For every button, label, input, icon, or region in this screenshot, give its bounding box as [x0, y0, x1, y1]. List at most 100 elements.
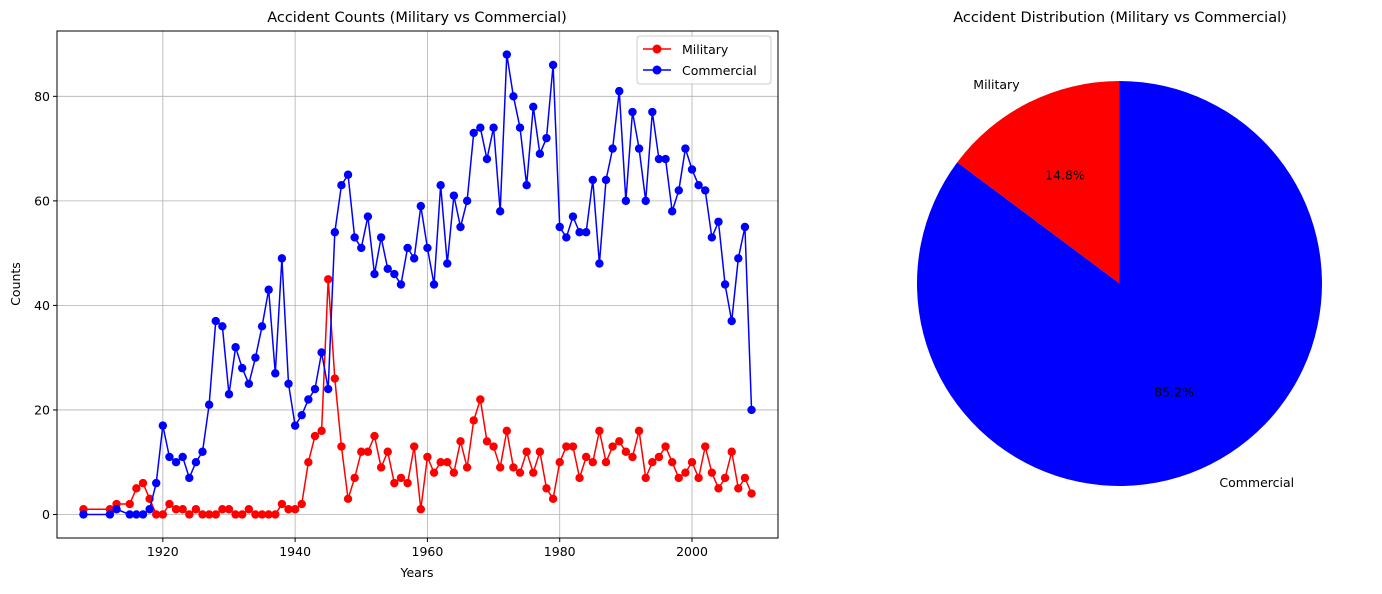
data-point-commercial: [568, 212, 578, 221]
data-point-military: [734, 484, 743, 493]
x-tick-label: 1960: [412, 544, 444, 559]
data-point-military: [747, 489, 756, 498]
data-point-military: [264, 510, 273, 519]
data-point-military: [218, 505, 227, 514]
data-point-commercial: [79, 510, 88, 519]
pie-pct-label-military: 14.8%: [1045, 167, 1085, 182]
data-point-military: [476, 395, 485, 404]
data-point-commercial: [456, 222, 465, 232]
data-point-military: [396, 473, 406, 483]
data-point-military: [370, 431, 379, 441]
data-point-commercial: [185, 473, 194, 483]
data-point-military: [555, 458, 564, 467]
data-point-commercial: [443, 259, 452, 268]
data-point-military: [595, 426, 604, 436]
data-point-commercial: [198, 447, 207, 456]
data-point-military: [575, 473, 584, 483]
data-point-military: [125, 499, 134, 509]
data-point-military: [138, 478, 148, 488]
x-tick-label: 1980: [544, 544, 576, 559]
data-point-military: [132, 484, 141, 493]
data-point-military: [211, 510, 220, 519]
legend-box: [636, 35, 772, 85]
data-point-commercial: [436, 180, 445, 190]
data-point-commercial: [747, 405, 756, 415]
data-point-commercial: [357, 243, 366, 253]
data-point-commercial: [515, 123, 525, 132]
data-point-military: [357, 447, 366, 456]
data-point-military: [522, 447, 531, 456]
data-point-military: [324, 275, 333, 284]
line-chart-series: [79, 50, 756, 519]
data-point-commercial: [310, 384, 320, 394]
series-commercial: [79, 50, 756, 519]
data-point-military: [667, 458, 677, 467]
data-point-commercial: [449, 191, 459, 200]
data-point-military: [231, 510, 240, 519]
pie-slices: [916, 81, 1322, 486]
data-point-commercial: [224, 390, 234, 399]
legend: Military Commercial: [636, 35, 772, 85]
data-point-military: [495, 463, 505, 472]
data-point-military: [383, 447, 392, 456]
data-point-military: [529, 468, 538, 477]
line-chart-frame: [56, 30, 779, 539]
data-point-commercial: [674, 186, 683, 195]
data-point-military: [330, 374, 340, 383]
data-point-military: [654, 452, 664, 462]
data-point-commercial: [555, 222, 564, 232]
data-point-military: [297, 499, 306, 509]
data-point-commercial: [337, 180, 346, 190]
data-point-commercial: [105, 510, 115, 519]
line-chart-title: Accident Counts (Military vs Commercial): [267, 10, 567, 26]
data-point-commercial: [740, 222, 750, 232]
data-point-military: [449, 468, 459, 477]
data-point-military: [714, 484, 723, 493]
data-point-military: [304, 458, 313, 467]
data-point-military: [204, 510, 214, 519]
data-point-military: [343, 494, 353, 503]
data-point-military: [317, 426, 326, 436]
data-point-military: [621, 447, 631, 456]
data-point-military: [403, 478, 412, 488]
data-point-commercial: [238, 363, 247, 373]
pie-slice-military: [957, 81, 1120, 284]
y-tick-label: 0: [42, 507, 50, 522]
data-point-military: [694, 473, 703, 483]
data-point-military: [436, 458, 445, 467]
x-axis-ticks: 1920 1940 1960 1980 2000: [147, 538, 708, 559]
data-point-commercial: [390, 269, 399, 279]
data-point-commercial: [396, 280, 406, 289]
data-point-commercial: [403, 243, 412, 253]
data-point-military: [581, 452, 591, 462]
data-point-military: [568, 442, 578, 451]
legend-marker-commercial: [652, 65, 662, 75]
data-point-military: [409, 442, 419, 451]
data-point-military: [648, 458, 657, 467]
data-point-commercial: [548, 60, 558, 70]
data-point-military: [687, 458, 697, 467]
data-point-commercial: [482, 154, 492, 164]
data-point-military: [390, 478, 399, 488]
data-point-commercial: [264, 285, 273, 294]
data-point-commercial: [634, 144, 644, 153]
data-point-military: [542, 484, 551, 493]
data-point-commercial: [641, 196, 650, 206]
data-point-commercial: [152, 478, 161, 488]
data-point-commercial: [343, 170, 353, 179]
data-point-commercial: [489, 123, 498, 132]
data-point-commercial: [621, 196, 631, 206]
data-point-commercial: [542, 133, 551, 143]
data-point-commercial: [701, 186, 710, 195]
legend-label-military: Military: [682, 42, 729, 57]
data-point-commercial: [476, 123, 485, 132]
series-military: [79, 275, 756, 519]
data-point-military: [628, 452, 637, 462]
data-point-military: [171, 505, 181, 514]
data-point-military: [661, 442, 670, 451]
data-point-commercial: [595, 259, 604, 268]
pie-chart: Accident Distribution (Military vs Comme…: [916, 10, 1322, 490]
data-point-commercial: [727, 316, 736, 326]
